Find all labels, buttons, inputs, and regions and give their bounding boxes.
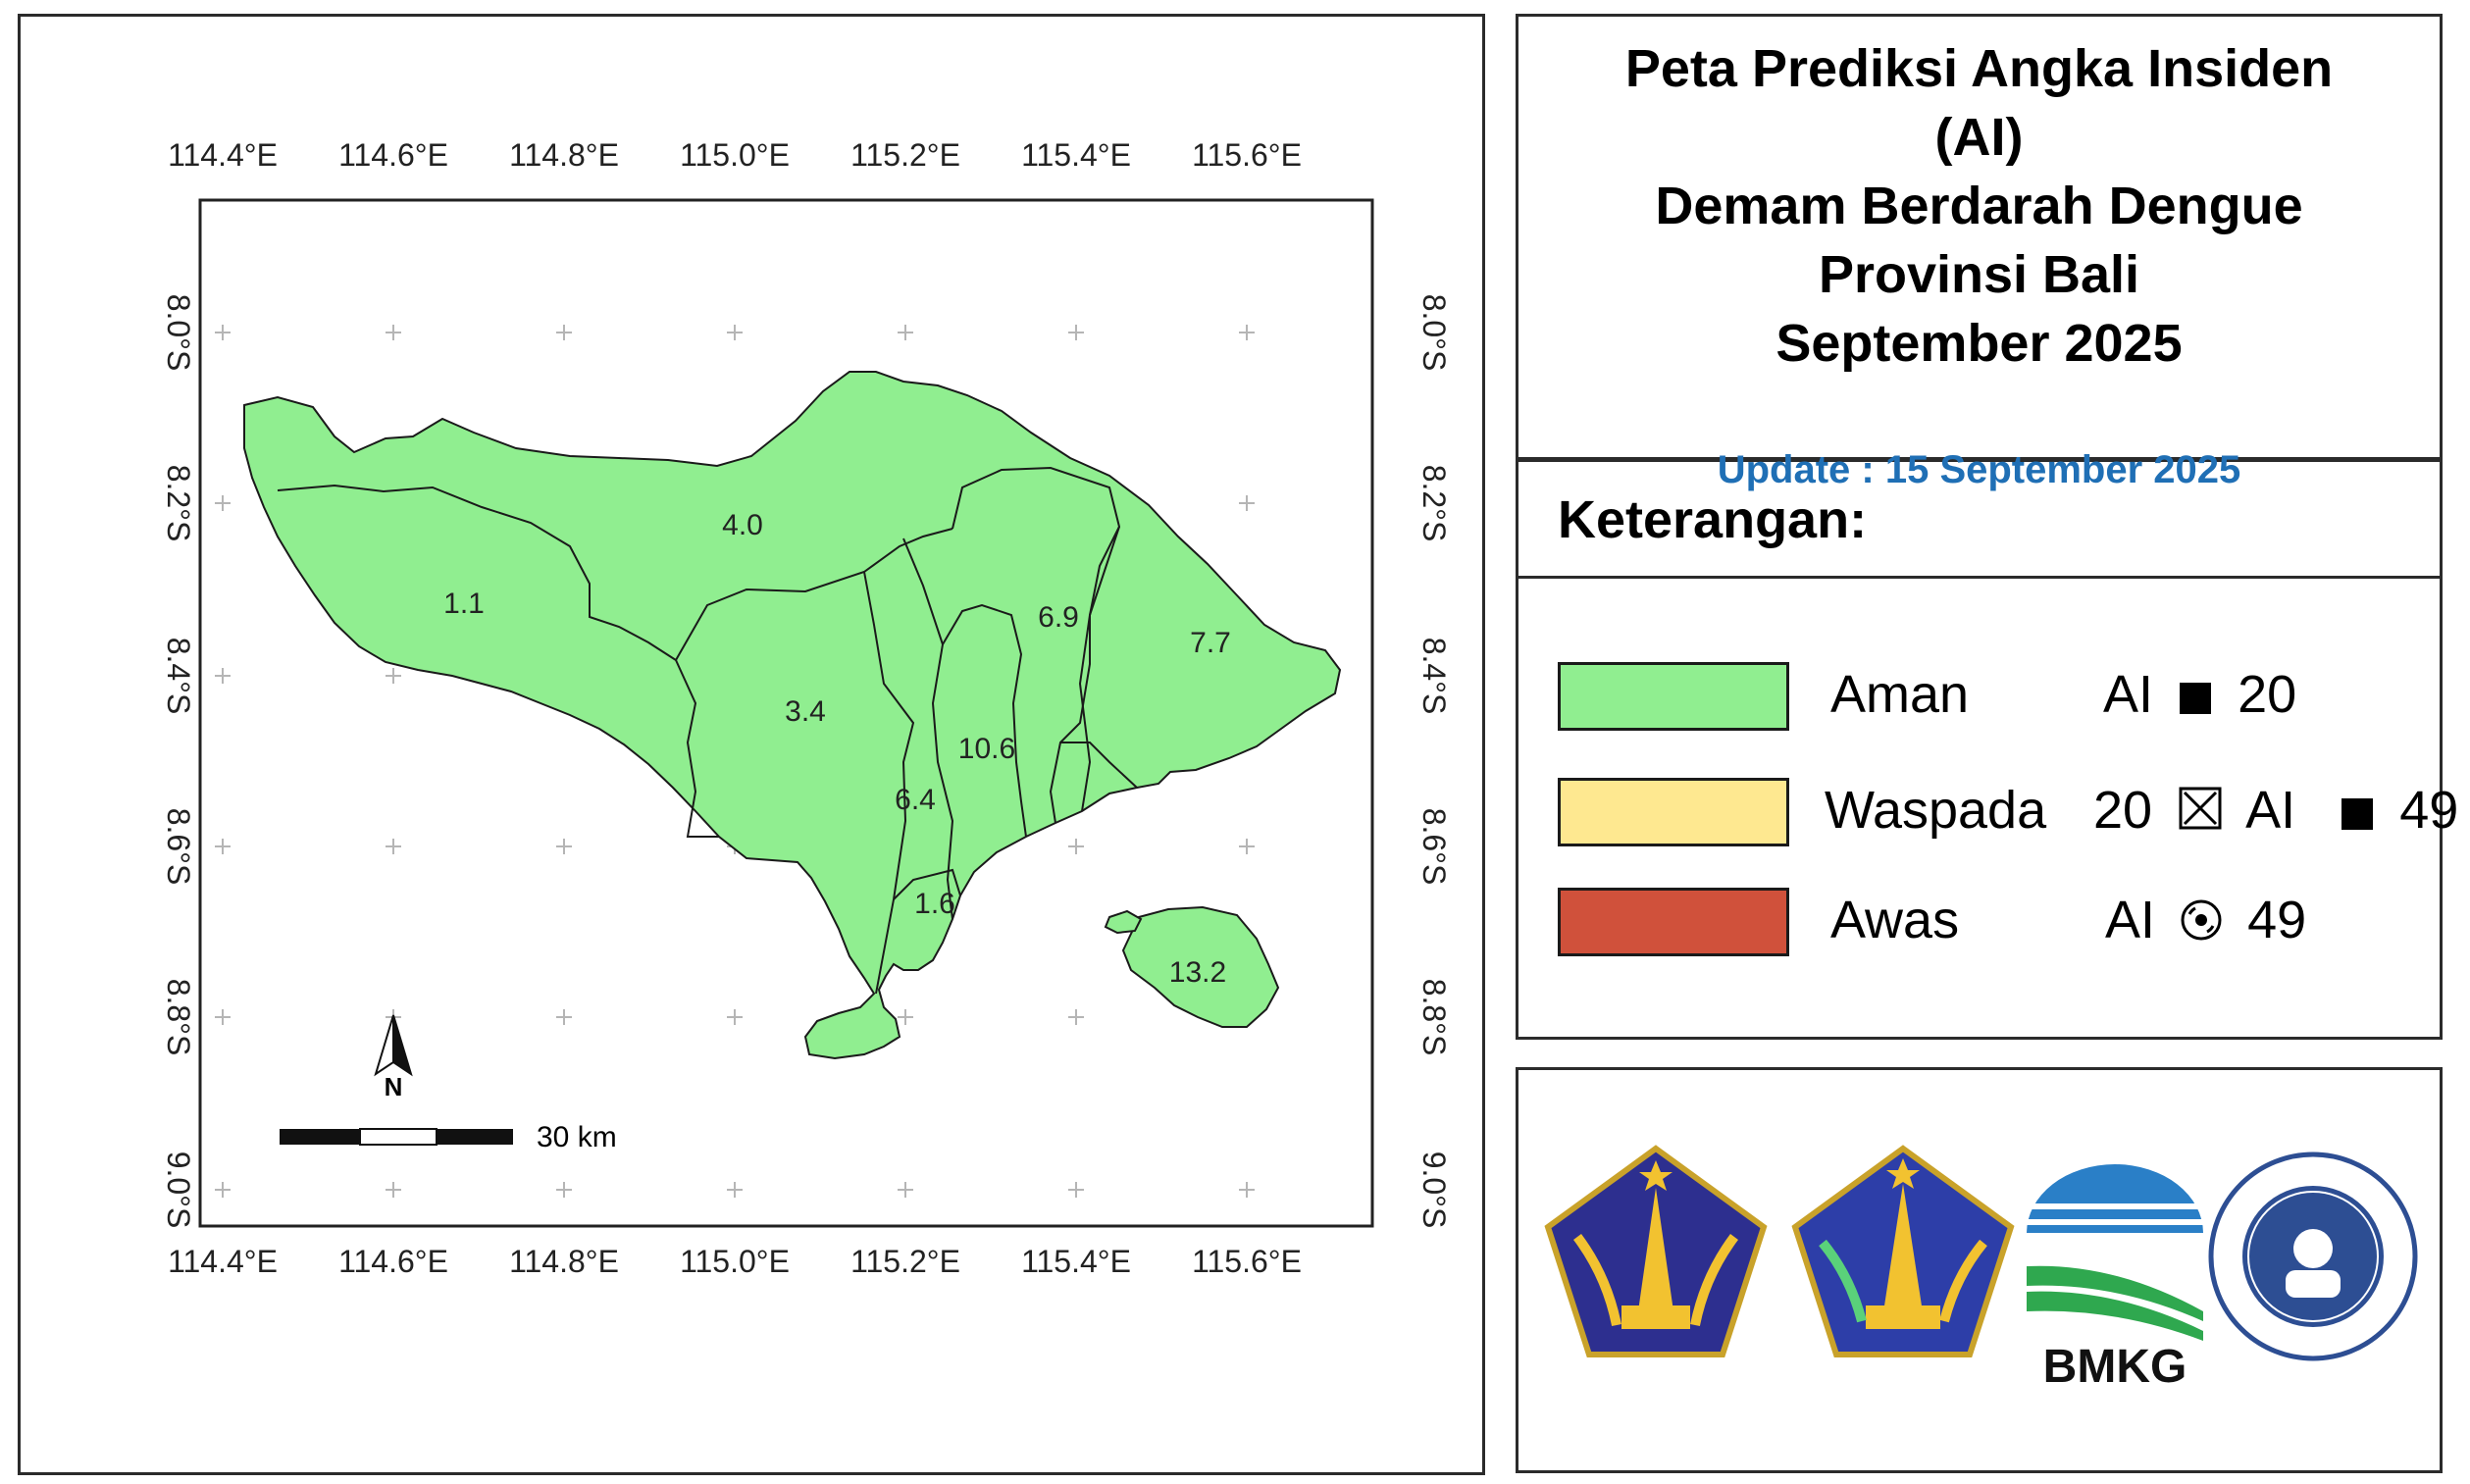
region-label-tabanan: 3.4 bbox=[785, 695, 826, 728]
axis-tick-label: 115.4°E bbox=[1021, 137, 1131, 173]
axis-tick-label: 115.2°E bbox=[850, 1244, 960, 1279]
filled-square-icon bbox=[2340, 784, 2375, 844]
itb-seal-icon bbox=[2208, 1151, 2418, 1361]
legend-divider bbox=[1518, 576, 2440, 579]
bali-island bbox=[243, 371, 1342, 1060]
boundary-klungkung bbox=[1078, 526, 1120, 812]
axis-tick-label: 114.8°E bbox=[509, 137, 619, 173]
region-label-karangasem: 7.7 bbox=[1190, 627, 1231, 659]
axis-tick-label: 115.6°E bbox=[1192, 137, 1302, 173]
axis-tick-label: 8.6°S bbox=[161, 808, 196, 886]
title-line-5: September 2025 bbox=[1775, 314, 2183, 373]
axis-tick-label: 8.2°S bbox=[1416, 465, 1452, 542]
longitude-labels-top: 114.4°E 114.6°E 114.8°E 115.0°E 115.2°E 115.4… bbox=[168, 137, 1302, 173]
bali-province-emblem-icon bbox=[1791, 1145, 2015, 1357]
bali-province-emblem-icon bbox=[1544, 1145, 1768, 1357]
update-text: Update : 15 September 2025 bbox=[1717, 448, 2241, 491]
title-line-3: Demam Berdarah Dengue bbox=[1655, 177, 2303, 235]
bali-mainland bbox=[243, 371, 1342, 1060]
region-label-denpasar: 1.6 bbox=[914, 888, 955, 920]
map-frame bbox=[198, 198, 1374, 1228]
axis-tick-label: 114.4°E bbox=[168, 137, 278, 173]
north-label: N bbox=[385, 1072, 403, 1101]
scale-label: 30 km bbox=[537, 1121, 617, 1153]
axis-tick-label: 8.2°S bbox=[161, 465, 196, 542]
region-label-jembrana: 1.1 bbox=[443, 588, 485, 620]
axis-tick-label: 9.0°S bbox=[161, 1151, 196, 1229]
axis-tick-label: 8.8°S bbox=[161, 979, 196, 1056]
region-label-gianyar: 10.6 bbox=[958, 733, 1015, 765]
title-line-1: Peta Prediksi Angka Insiden bbox=[1624, 39, 2334, 98]
title-line-4: Provinsi Bali bbox=[1818, 245, 2140, 304]
north-arrow-icon: N bbox=[374, 1014, 413, 1101]
logos-svg: BMKG bbox=[1544, 1145, 2418, 1393]
region-label-buleleng: 4.0 bbox=[722, 509, 763, 541]
axis-tick-label: 115.2°E bbox=[850, 137, 960, 173]
axis-tick-label: 8.0°S bbox=[161, 294, 196, 372]
legend-swatch-aman bbox=[1558, 662, 1789, 731]
axis-tick-label: 115.6°E bbox=[1192, 1244, 1302, 1279]
axis-tick-label: 9.0°S bbox=[1416, 1151, 1452, 1229]
boundary-denpasar bbox=[893, 868, 961, 900]
axis-tick-label: 8.4°S bbox=[1416, 638, 1452, 715]
boundary-badung-east bbox=[902, 537, 954, 920]
region-labels: 1.1 4.0 3.4 6.9 7.7 10.6 6.4 1.6 13.2 bbox=[443, 509, 1231, 989]
range-text: AI bbox=[2105, 891, 2156, 949]
region-label-bangli: 6.9 bbox=[1038, 601, 1079, 634]
range-text: AI bbox=[2245, 781, 2296, 840]
axis-tick-label: 115.4°E bbox=[1021, 1244, 1131, 1279]
range-text: 20 bbox=[2238, 665, 2297, 724]
axis-tick-label: 114.8°E bbox=[509, 1244, 619, 1279]
legend-label-waspada: Waspada bbox=[1825, 781, 2047, 840]
latitude-labels-right: 8.0°S 8.2°S 8.4°S 8.6°S 8.8°S 9.0°S bbox=[1416, 294, 1452, 1229]
nusa-penida bbox=[1121, 905, 1280, 1028]
title-line-2: (AI) bbox=[1934, 108, 2024, 167]
axis-tick-label: 8.0°S bbox=[1416, 294, 1452, 372]
regency-boundaries bbox=[277, 466, 1138, 995]
legend-swatch-waspada bbox=[1558, 778, 1789, 846]
boundary-gianyar bbox=[942, 603, 1027, 838]
axis-tick-label: 8.8°S bbox=[1416, 979, 1452, 1056]
legend-label-aman: Aman bbox=[1830, 665, 1970, 724]
title-panel: Peta Prediksi Angka Insiden (AI) Demam B… bbox=[1516, 14, 2443, 460]
filled-square-icon bbox=[2178, 668, 2213, 729]
map-panel: 114.4°E 114.6°E 114.8°E 115.0°E 115.2°E 115.4… bbox=[18, 14, 1485, 1475]
legend-panel: Update : 15 September 2025 Keterangan: A… bbox=[1516, 448, 2458, 1040]
nusa-lembongan bbox=[1104, 909, 1143, 935]
region-label-badung: 6.4 bbox=[895, 784, 936, 816]
boxed-x-icon bbox=[2177, 784, 2224, 844]
legend-range-awas: AI 49 bbox=[2105, 890, 2306, 954]
boundary-buleleng-tabanan bbox=[675, 528, 953, 661]
axis-tick-label: 8.4°S bbox=[161, 638, 196, 715]
bmkg-logo-icon: BMKG bbox=[2027, 1164, 2203, 1393]
axis-tick-label: 114.4°E bbox=[168, 1244, 278, 1279]
scale-bar: 30 km bbox=[280, 1121, 617, 1153]
range-text: AI bbox=[2103, 665, 2154, 724]
legend-heading: Keterangan: bbox=[1558, 490, 1868, 549]
boundary-tabanan-jembrana bbox=[675, 659, 719, 838]
axis-tick-label: 115.0°E bbox=[680, 137, 790, 173]
range-text: 49 bbox=[2247, 891, 2307, 949]
axis-tick-label: 115.0°E bbox=[680, 1244, 790, 1279]
axis-tick-label: 8.6°S bbox=[1416, 808, 1452, 886]
legend-range-aman: AI 20 bbox=[2103, 664, 2296, 729]
axis-tick-label: 114.6°E bbox=[338, 1244, 448, 1279]
map-svg: 114.4°E 114.6°E 114.8°E 115.0°E 115.2°E 115.4… bbox=[161, 137, 1452, 1279]
range-text: 20 bbox=[2093, 781, 2153, 840]
bmkg-logo-text: BMKG bbox=[2043, 1341, 2187, 1393]
range-text: 49 bbox=[2399, 781, 2459, 840]
legend-label-awas: Awas bbox=[1830, 891, 1960, 949]
longitude-labels-bottom: 114.4°E 114.6°E 114.8°E 115.0°E 115.2°E 115.4… bbox=[168, 1244, 1302, 1279]
logo-panel: BMKG bbox=[1516, 1067, 2443, 1473]
boundary-tabanan-badung bbox=[863, 571, 915, 995]
legend-swatch-awas bbox=[1558, 888, 1789, 956]
legend-range-waspada: 20 AI 49 bbox=[2093, 780, 2458, 844]
region-label-klungkung: 13.2 bbox=[1169, 956, 1226, 989]
boundary-karangasem bbox=[1060, 742, 1138, 789]
disc-icon bbox=[2180, 894, 2223, 954]
boundary-jembrana-buleleng bbox=[277, 484, 677, 661]
latitude-labels-left: 8.0°S 8.2°S 8.4°S 8.6°S 8.8°S 9.0°S bbox=[161, 294, 196, 1229]
axis-tick-label: 114.6°E bbox=[338, 137, 448, 173]
